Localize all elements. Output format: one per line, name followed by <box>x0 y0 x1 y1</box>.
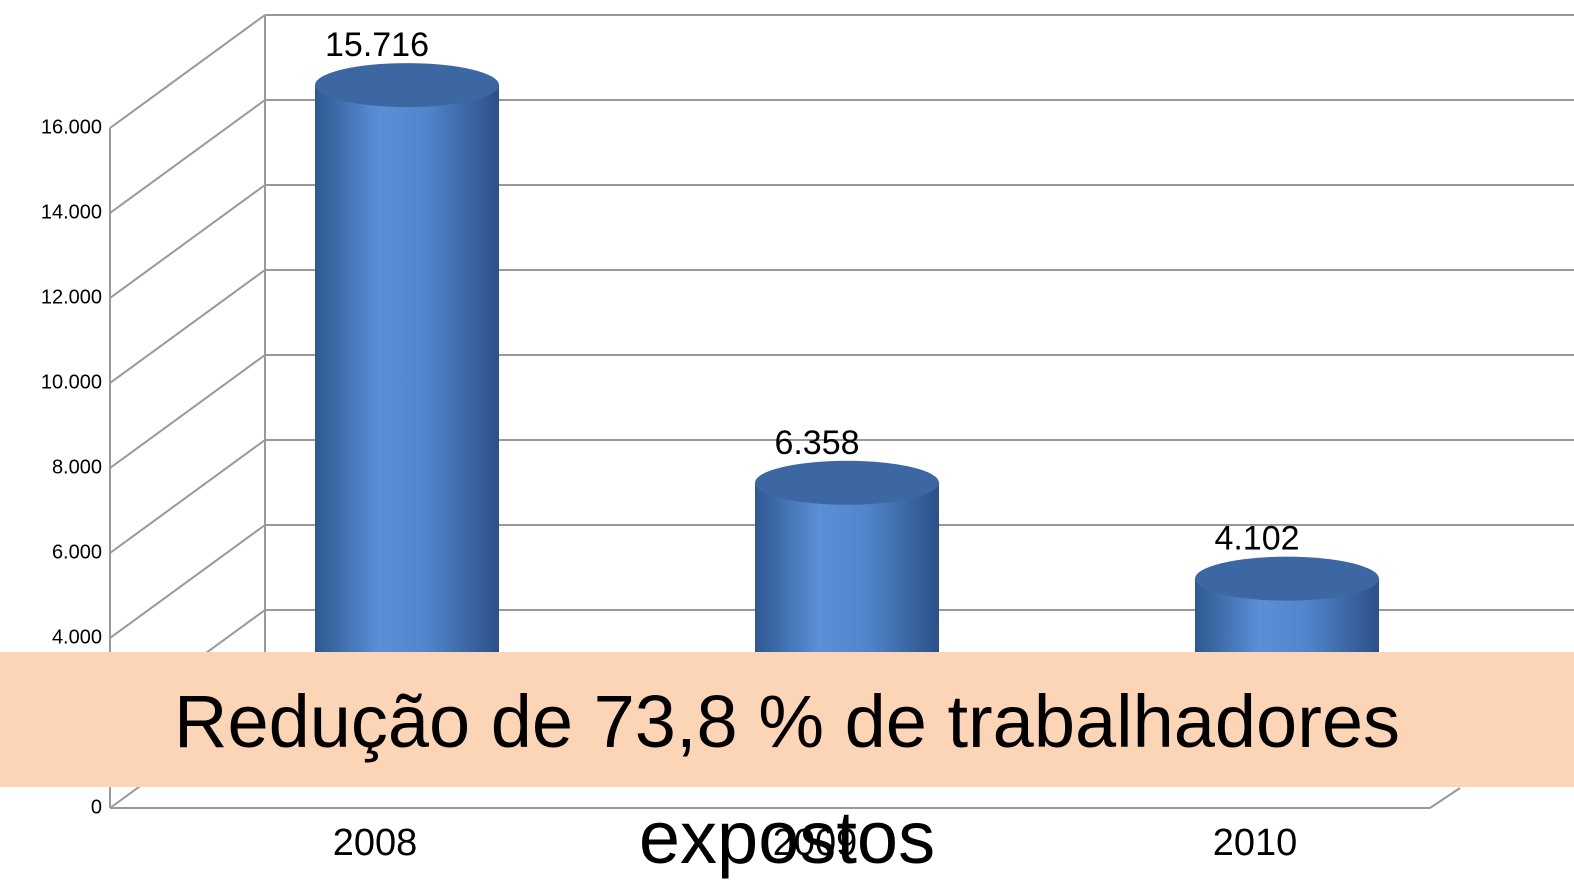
x-tick-label: 2009 <box>773 822 858 864</box>
y-tick-label: 10.000 <box>41 371 102 393</box>
y-tick-label: 4.000 <box>52 626 102 648</box>
y-tick-label: 6.000 <box>52 541 102 563</box>
grid-line <box>109 354 266 469</box>
bar-top <box>1195 556 1379 601</box>
y-tick-label: 0 <box>91 796 102 818</box>
grid-line <box>109 184 266 299</box>
x-tick-label: 2010 <box>1213 822 1298 864</box>
grid-line <box>109 14 266 129</box>
value-label: 15.716 <box>325 26 429 64</box>
y-tick-label: 12.000 <box>41 286 102 308</box>
y-tick-label: 8.000 <box>52 456 102 478</box>
y-tick-label: 16.000 <box>41 116 102 138</box>
bar-body <box>315 85 499 775</box>
bar-top <box>315 63 499 108</box>
bar-top <box>755 460 939 505</box>
annotation: Redução de 73,8 % de trabalhadores expos… <box>174 680 1400 879</box>
grid-line <box>109 269 266 384</box>
value-label: 6.358 <box>774 424 859 462</box>
grid-line <box>109 524 266 639</box>
x-tick-label: 2008 <box>333 822 418 864</box>
bar <box>315 63 499 775</box>
grid-line <box>109 99 266 214</box>
y-tick-label: 14.000 <box>41 201 102 223</box>
value-label: 4.102 <box>1214 520 1299 558</box>
grid-line <box>109 439 266 554</box>
floor-edge <box>1429 787 1461 809</box>
banner <box>0 652 1574 787</box>
